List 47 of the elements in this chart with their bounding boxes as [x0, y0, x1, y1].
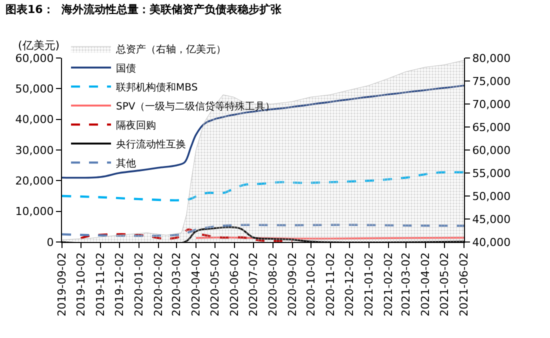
- legend-label: 总资产（右轴，亿美元）: [115, 43, 226, 56]
- x-tick-label: 2020-11-02: [324, 252, 338, 316]
- x-tick-label: 2021-02-02: [382, 252, 396, 316]
- y2-tick-label: 55,000: [472, 166, 511, 180]
- chart-title: 图表16： 海外流动性总量：美联储资产负债表稳步扩张: [6, 2, 282, 16]
- x-tick-label: 2021-05-02: [438, 252, 452, 316]
- x-tick-label: 2020-09-02: [286, 252, 299, 316]
- x-tick-label: 2020-05-02: [208, 252, 222, 316]
- x-tick-label: 2021-01-02: [362, 252, 376, 316]
- x-tick-label: 2021-06-02: [458, 252, 471, 316]
- legend-label: 其他: [116, 157, 136, 170]
- y-tick-label: 0: [46, 236, 54, 249]
- y-tick-label: 30,000: [15, 144, 54, 157]
- legend-label: 央行流动性互换: [116, 138, 186, 150]
- x-tick-label: 2020-01-02: [132, 252, 146, 316]
- y-tick-label: 50,000: [15, 82, 54, 96]
- y2-tick-label: 70,000: [472, 98, 511, 111]
- x-tick-label: 2020-08-02: [266, 252, 280, 316]
- x-tick-label: 2019-09-02: [56, 252, 69, 316]
- y2-tick-label: 75,000: [472, 74, 511, 88]
- y2-tick-label: 50,000: [472, 190, 511, 203]
- x-tick-label: 2019-10-02: [74, 252, 88, 316]
- x-tick-label: 2019-11-02: [94, 252, 107, 316]
- x-tick-label: 2020-03-02: [170, 252, 184, 316]
- x-tick-label: 2021-03-02: [400, 252, 413, 316]
- y-axis-title: (亿美元): [18, 39, 60, 52]
- y-tick-label: 60,000: [15, 52, 54, 65]
- legend-label: SPV（一级与二级信贷等特殊工具）: [116, 100, 276, 112]
- x-tick-label: 2020-06-02: [228, 252, 241, 316]
- y2-tick-label: 80,000: [472, 52, 511, 65]
- y-tick-label: 20,000: [15, 174, 54, 188]
- x-tick-label: 2019-12-02: [112, 252, 126, 316]
- y2-tick-label: 65,000: [472, 120, 511, 134]
- legend-label: 隔夜回购: [116, 119, 156, 132]
- x-tick-label: 2020-10-02: [304, 252, 318, 316]
- x-tick-label: 2020-07-02: [246, 252, 260, 316]
- x-tick-label: 2020-12-02: [343, 252, 356, 316]
- x-tick-label: 2020-02-02: [152, 252, 165, 316]
- x-tick-label: 2020-04-02: [190, 252, 203, 316]
- y2-tick-label: 60,000: [472, 144, 511, 157]
- y2-tick-label: 45,000: [472, 212, 511, 226]
- y-tick-label: 40,000: [15, 113, 54, 126]
- y-tick-label: 10,000: [15, 205, 54, 218]
- legend-label: 国债: [116, 63, 136, 74]
- x-tick-label: 2021-04-02: [419, 252, 432, 316]
- legend-label: 联邦机构债和MBS: [116, 81, 198, 94]
- y2-tick-label: 40,000: [472, 236, 511, 249]
